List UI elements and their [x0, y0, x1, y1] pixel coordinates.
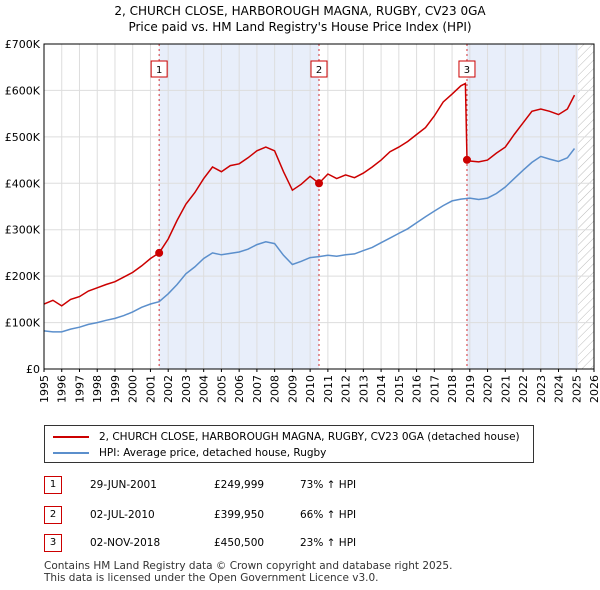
x-tick-label: 2001 [144, 375, 157, 403]
footer: Contains HM Land Registry data © Crown c… [44, 560, 452, 584]
chart-subtitle: Price paid vs. HM Land Registry's House … [128, 20, 471, 34]
footer-licence: This data is licensed under the Open Gov… [44, 572, 379, 584]
sale-point [462, 155, 471, 164]
x-tick-label: 2018 [446, 375, 459, 403]
sale-date: 02-JUL-2010 [90, 509, 155, 521]
sale-price: £450,500 [214, 537, 265, 549]
x-tick-label: 1998 [91, 375, 104, 403]
x-tick-label: 2000 [127, 375, 140, 403]
x-tick-label: 1999 [109, 375, 122, 403]
y-tick-label: £500K [5, 131, 41, 144]
x-tick-label: 2024 [553, 375, 566, 403]
x-tick-label: 2007 [251, 375, 264, 403]
x-tick-label: 2002 [162, 375, 175, 403]
sale-number-badge: 3 [44, 534, 62, 552]
legend-swatch-hpi [53, 452, 89, 454]
y-tick-label: £100K [5, 317, 41, 330]
x-tick-label: 2023 [535, 375, 548, 403]
x-tick-label: 2014 [375, 375, 388, 403]
sale-label-box [310, 60, 328, 78]
legend-label-property: 2, CHURCH CLOSE, HARBOROUGH MAGNA, RUGBY… [99, 431, 520, 443]
legend-item-hpi: HPI: Average price, detached house, Rugb… [53, 445, 326, 461]
y-tick-label: £700K [5, 38, 41, 51]
sales-row: 2 02-JUL-2010 £399,950 66% ↑ HPI [44, 506, 564, 526]
x-tick-label: 2013 [357, 375, 370, 403]
plot-frame [43, 43, 595, 370]
x-tick-label: 2004 [198, 375, 211, 403]
x-tick-label: 2021 [499, 375, 512, 403]
sale-hpi-change: 23% ↑ HPI [300, 537, 357, 549]
x-tick-label: 2009 [286, 375, 299, 403]
x-tick-label: 2025 [570, 375, 583, 403]
sale-hpi-change: 66% ↑ HPI [300, 509, 357, 521]
x-tick-label: 1996 [56, 375, 69, 403]
sale-date: 02-NOV-2018 [90, 537, 161, 549]
projection-hatch [578, 44, 594, 369]
y-tick-label: £600K [5, 84, 41, 97]
x-tick-label: 2003 [180, 375, 193, 403]
sales-row: 1 29-JUN-2001 £249,999 73% ↑ HPI [44, 476, 564, 496]
legend-label-hpi: HPI: Average price, detached house, Rugb… [99, 447, 327, 459]
sale-label: 2 [316, 65, 322, 76]
x-tick-label: 2017 [428, 375, 441, 403]
x-tick-label: 2022 [517, 375, 530, 403]
x-tick-label: 1997 [73, 375, 86, 403]
x-tick-label: 2011 [322, 375, 335, 403]
sales-row: 3 02-NOV-2018 £450,500 23% ↑ HPI [44, 534, 564, 554]
sale-label-box [458, 60, 476, 78]
x-tick-label: 2012 [340, 375, 353, 403]
y-tick-label: £0 [26, 363, 40, 376]
sale-price: £249,999 [214, 479, 265, 491]
sale-number-badge: 2 [44, 506, 62, 524]
x-tick-label: 1995 [38, 375, 51, 403]
x-tick-label: 2016 [411, 375, 424, 403]
hpi-line [44, 148, 576, 333]
sale-number-badge: 1 [44, 476, 62, 494]
legend: 2, CHURCH CLOSE, HARBOROUGH MAGNA, RUGBY… [44, 425, 534, 463]
x-tick-label: 2015 [393, 375, 406, 403]
shaded-period [466, 44, 579, 369]
sale-hpi-change: 73% ↑ HPI [300, 479, 357, 491]
sale-price: £399,950 [214, 509, 265, 521]
chart-title: 2, CHURCH CLOSE, HARBOROUGH MAGNA, RUGBY… [114, 4, 486, 18]
x-tick-label: 2010 [304, 375, 317, 403]
x-tick-label: 2006 [233, 375, 246, 403]
legend-swatch-property [53, 436, 89, 438]
footer-copyright: Contains HM Land Registry data © Crown c… [44, 560, 453, 572]
y-tick-label: £200K [5, 270, 41, 283]
x-tick-label: 2019 [464, 375, 477, 403]
sale-date: 29-JUN-2001 [90, 479, 157, 491]
sale-point [315, 179, 323, 188]
x-tick-label: 2026 [588, 375, 600, 403]
x-tick-label: 2020 [482, 375, 495, 403]
legend-item-property: 2, CHURCH CLOSE, HARBOROUGH MAGNA, RUGBY… [53, 429, 520, 445]
sale-label: 3 [464, 65, 470, 76]
sale-label-box [150, 60, 168, 78]
x-tick-label: 2008 [269, 375, 282, 403]
y-tick-label: £300K [5, 224, 41, 237]
price-chart: 2, CHURCH CLOSE, HARBOROUGH MAGNA, RUGBY… [5, 4, 600, 403]
sale-point [155, 248, 164, 257]
sale-label: 1 [156, 65, 162, 76]
x-tick-label: 2005 [215, 375, 228, 403]
y-tick-label: £400K [5, 177, 41, 190]
